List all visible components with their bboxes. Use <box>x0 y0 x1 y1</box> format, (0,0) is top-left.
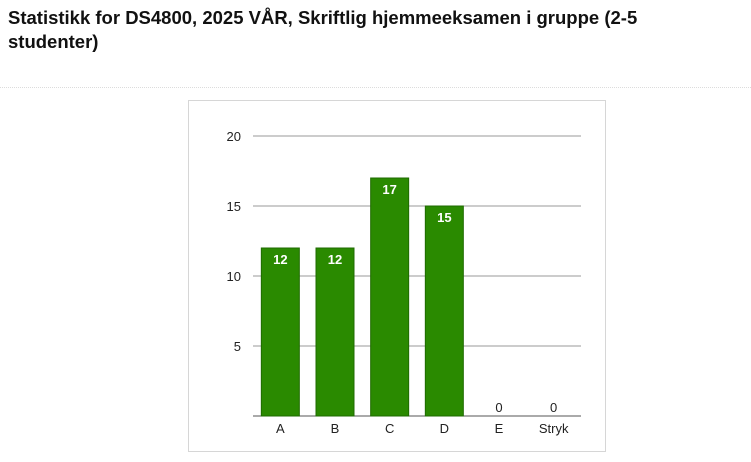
x-category-label: B <box>331 421 340 436</box>
y-axis-ticks: 5 10 15 20 <box>227 129 241 354</box>
grade-distribution-chart: 5 10 15 20 12 12 17 15 0 0 A B C D E Stryk <box>188 100 606 452</box>
bar-b <box>315 247 355 417</box>
page-title: Statistikk for DS4800, 2025 VÅR, Skriftl… <box>8 7 638 52</box>
y-tick-label: 5 <box>234 339 241 354</box>
x-axis-ticks: A B C D E Stryk <box>276 421 569 436</box>
x-category-label: E <box>495 421 504 436</box>
bar-value-label: 12 <box>273 252 287 267</box>
x-category-label: Stryk <box>539 421 569 436</box>
bar-a <box>260 247 300 417</box>
bar-value-label: 17 <box>382 182 396 197</box>
bar-value-label: 0 <box>550 400 557 415</box>
y-tick-label: 15 <box>227 199 241 214</box>
x-category-label: C <box>385 421 394 436</box>
bar-value-label: 0 <box>495 400 502 415</box>
bars <box>260 177 464 417</box>
x-category-label: D <box>440 421 449 436</box>
gridlines <box>253 135 581 417</box>
bar-value-label: 12 <box>328 252 342 267</box>
y-tick-label: 20 <box>227 129 241 144</box>
bar-c <box>370 177 410 417</box>
x-category-label: A <box>276 421 285 436</box>
chart-canvas: 5 10 15 20 12 12 17 15 0 0 A B C D E Stryk <box>227 129 581 436</box>
title-divider <box>0 87 751 88</box>
bar-value-label: 15 <box>437 210 451 225</box>
bar-value-labels: 12 12 17 15 0 0 <box>273 182 557 415</box>
y-tick-label: 10 <box>227 269 241 284</box>
bar-d <box>424 205 464 417</box>
